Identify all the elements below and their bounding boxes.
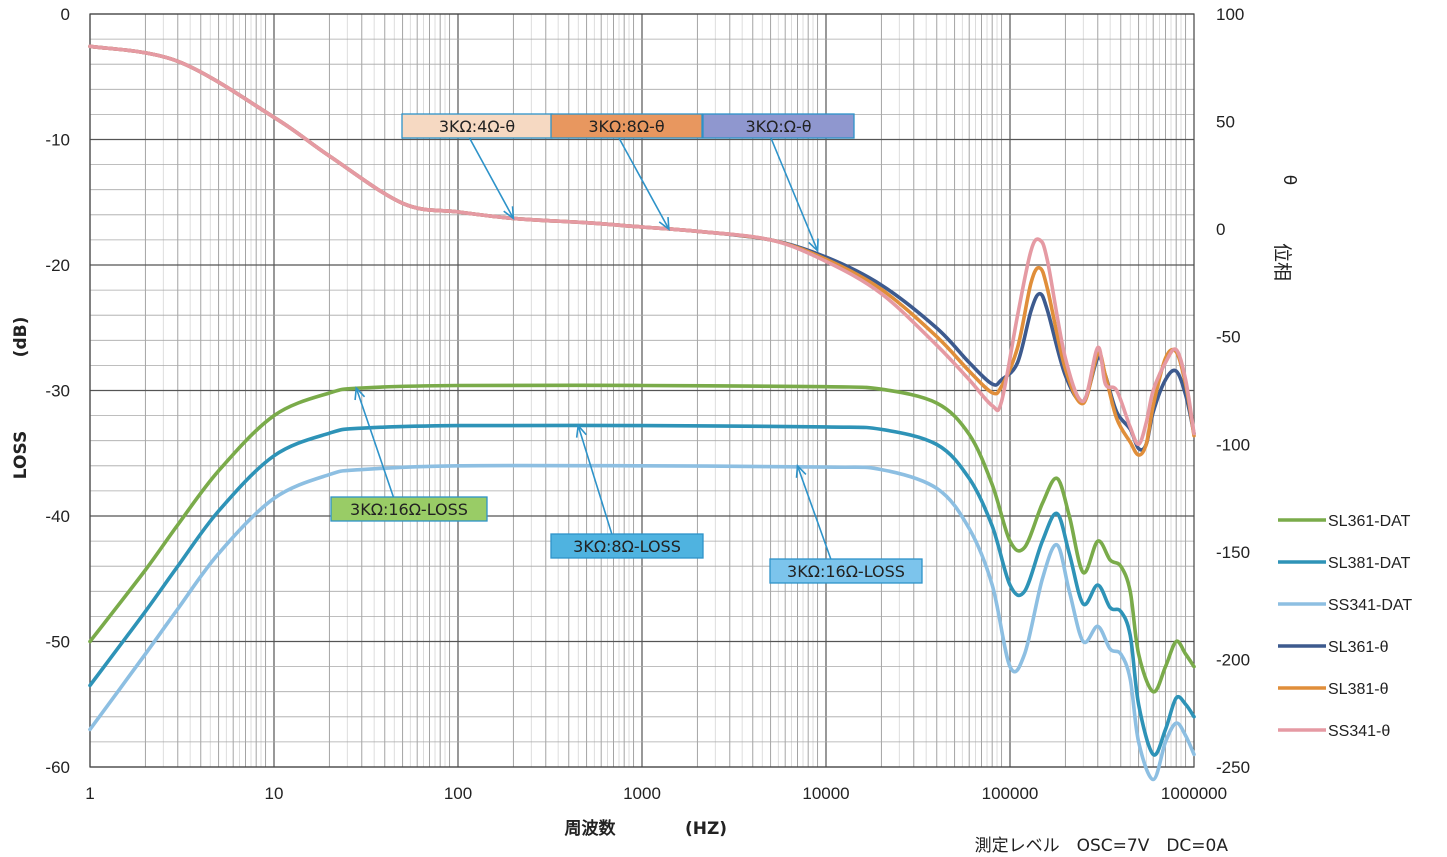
legend: SL361-DAT SL381-DAT SS341-DAT SL361-θ SL381-… bbox=[1278, 513, 1412, 740]
measurement-note: 測定レベル OSC=7V DC=0A bbox=[975, 836, 1229, 856]
y-tick-label: -40 bbox=[45, 507, 70, 526]
callout-box bbox=[330, 496, 488, 522]
series-layer bbox=[88, 44, 1196, 782]
y2-tick-label: -50 bbox=[1216, 328, 1241, 347]
series-line-0 bbox=[88, 383, 1196, 694]
legend-label: SL381-DAT bbox=[1328, 555, 1411, 572]
y-tick-label: -50 bbox=[45, 633, 70, 652]
callout-arrowhead bbox=[575, 423, 587, 438]
callout-arrow bbox=[618, 137, 670, 230]
x-axis-label: 周波数 bbox=[565, 818, 617, 839]
x-tick-label: 1000 bbox=[623, 784, 661, 803]
callout-label: 3KΩ:16Ω-LOSS bbox=[350, 500, 468, 519]
y-tick-label: -20 bbox=[45, 256, 70, 275]
y-tick-label: 0 bbox=[61, 5, 70, 24]
y2-tick-label: 100 bbox=[1216, 5, 1244, 24]
x-tick-label: 10000 bbox=[802, 784, 849, 803]
callout-label: 3KΩ:8Ω-LOSS bbox=[573, 537, 681, 556]
callout-box bbox=[769, 558, 923, 584]
callout-arrow bbox=[796, 465, 832, 560]
legend-label: SL361-DAT bbox=[1328, 513, 1411, 530]
y2-axis-symbol: θ bbox=[1279, 175, 1299, 185]
series-line-5 bbox=[88, 44, 1196, 447]
y-tick-label: -30 bbox=[45, 382, 70, 401]
callout-arrowhead bbox=[808, 238, 819, 253]
y2-axis-label: 位相 bbox=[1271, 243, 1293, 281]
series-line-2 bbox=[88, 463, 1196, 782]
callout-box bbox=[702, 113, 855, 139]
callout-arrow bbox=[770, 137, 819, 251]
callout-label: 3KΩ:Ω-θ bbox=[745, 117, 811, 136]
x-axis-unit: (HZ) bbox=[685, 819, 727, 839]
y2-tick-label: -200 bbox=[1216, 650, 1250, 669]
legend-label: SL361-θ bbox=[1328, 639, 1389, 656]
y-axis-unit: (dB) bbox=[11, 317, 31, 358]
grid bbox=[89, 13, 1194, 768]
y2-tick-label: -150 bbox=[1216, 543, 1250, 562]
callout-arrow bbox=[468, 137, 515, 219]
legend-label: SS341-θ bbox=[1328, 723, 1390, 740]
x-tick-label: 1 bbox=[85, 784, 94, 803]
callout-arrowhead bbox=[354, 386, 366, 401]
plot-frame bbox=[89, 13, 1195, 768]
callout-arrowhead bbox=[658, 217, 670, 231]
x-tick-label: 1000000 bbox=[1161, 784, 1227, 803]
x-tick-label: 10 bbox=[265, 784, 284, 803]
callout-box bbox=[401, 113, 553, 139]
callout-label: 3KΩ:4Ω-θ bbox=[439, 117, 515, 136]
legend-label: SS341-DAT bbox=[1328, 597, 1412, 614]
callout-box bbox=[550, 533, 704, 559]
series-line-1 bbox=[88, 423, 1196, 757]
x-tick-label: 100000 bbox=[982, 784, 1039, 803]
tick-labels: 1 10 100 1000 10000 100000 10000000-10-20-30-4… bbox=[45, 5, 1250, 803]
y2-tick-label: -100 bbox=[1216, 435, 1250, 454]
legend-label: SL381-θ bbox=[1328, 681, 1389, 698]
y-tick-label: -60 bbox=[45, 758, 70, 777]
y-tick-label: -10 bbox=[45, 131, 70, 150]
callout-box bbox=[550, 113, 703, 139]
callout-label: 3KΩ:16Ω-LOSS bbox=[787, 562, 905, 581]
callout-arrow bbox=[577, 425, 613, 535]
x-tick-label: 100 bbox=[444, 784, 472, 803]
callout-arrow bbox=[355, 387, 395, 498]
callout-arrowhead bbox=[503, 206, 515, 221]
y2-tick-label: 50 bbox=[1216, 113, 1235, 132]
callout-label: 3KΩ:8Ω-θ bbox=[588, 117, 664, 136]
callout-arrowhead bbox=[795, 463, 807, 478]
y-axis-label: LOSS bbox=[11, 431, 31, 479]
callout-layer: 3KΩ:4Ω-θ 3KΩ:8Ω-θ 3KΩ:Ω-θ 3KΩ:16Ω-LOSS 3KΩ:8… bbox=[330, 113, 923, 584]
y2-tick-label: -250 bbox=[1216, 758, 1250, 777]
y2-tick-label: 0 bbox=[1216, 220, 1225, 239]
